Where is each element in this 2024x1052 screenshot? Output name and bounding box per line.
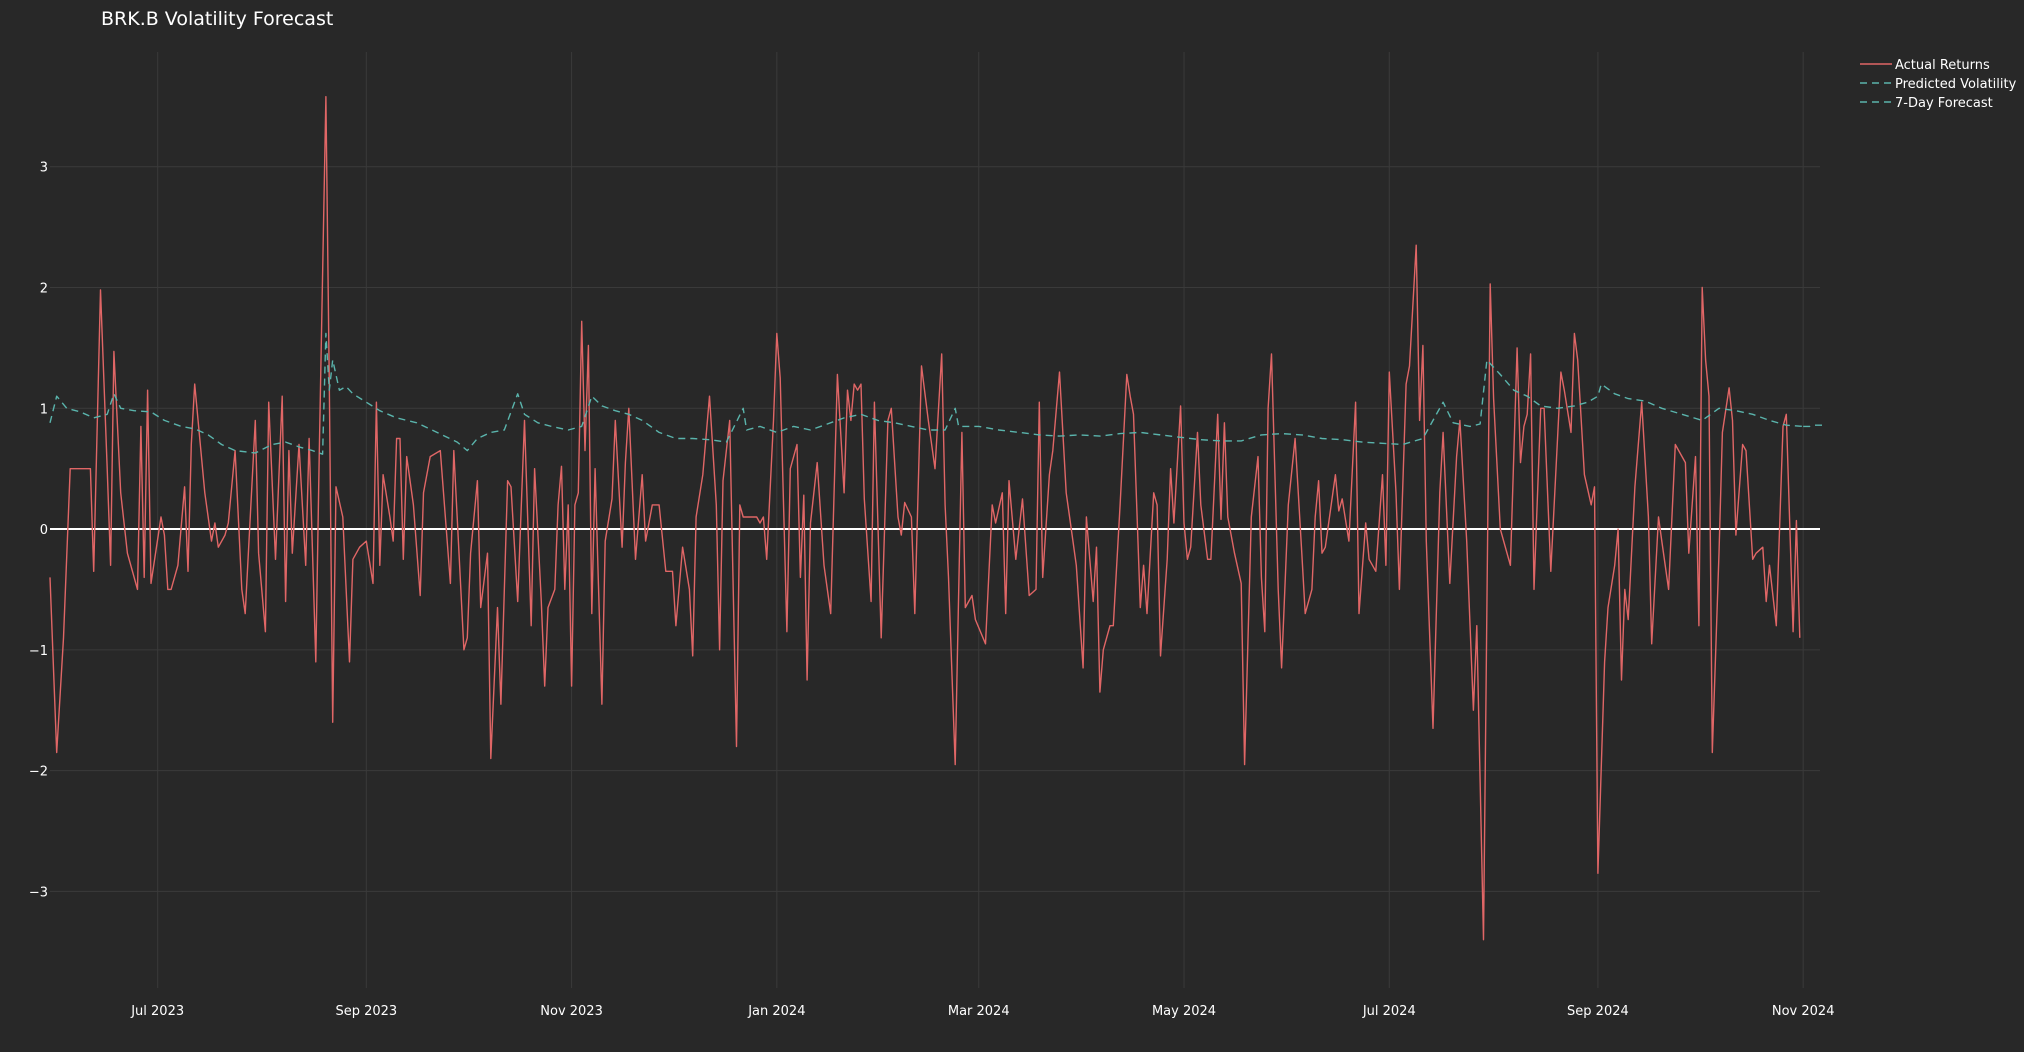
legend-label-1[interactable]: Predicted Volatility	[1895, 77, 2017, 92]
series-line-2	[1803, 424, 1824, 428]
x-tick-label: May 2024	[1152, 1004, 1216, 1019]
series-line-0	[49, 96, 1801, 941]
x-tick-label: Jul 2024	[1362, 1004, 1416, 1019]
x-tick-label: Sep 2023	[335, 1004, 397, 1019]
y-tick-label: 3	[40, 161, 48, 176]
x-tick-label: Nov 2024	[1772, 1004, 1835, 1019]
y-tick-label: −2	[29, 765, 48, 780]
grid-lines	[50, 52, 1820, 988]
y-tick-label: −1	[29, 644, 48, 659]
legend[interactable]: Actual Returns Predicted Volatility 7-Day …	[1860, 58, 2017, 111]
x-tick-label: Jan 2024	[747, 1004, 805, 1019]
x-tick-label: Jul 2023	[130, 1004, 184, 1019]
x-tick-label: Mar 2024	[948, 1004, 1010, 1019]
y-tick-label: 2	[40, 282, 48, 297]
series-lines	[49, 96, 1824, 941]
chart-title: BRK.B Volatility Forecast	[101, 8, 333, 30]
y-axis-ticks: −3 −2 −1 0 1 2 3	[29, 161, 48, 901]
y-tick-label: 1	[40, 402, 48, 417]
x-tick-label: Nov 2023	[540, 1004, 603, 1019]
series-line-1	[49, 332, 1804, 455]
y-tick-label: −3	[29, 885, 48, 900]
y-tick-label: 0	[40, 523, 48, 538]
legend-label-0[interactable]: Actual Returns	[1895, 58, 1990, 73]
legend-label-2[interactable]: 7-Day Forecast	[1895, 96, 1993, 111]
x-axis-ticks: Jul 2023 Sep 2023 Nov 2023 Jan 2024 Mar 2024…	[130, 1004, 1834, 1019]
x-tick-label: Sep 2024	[1567, 1004, 1629, 1019]
